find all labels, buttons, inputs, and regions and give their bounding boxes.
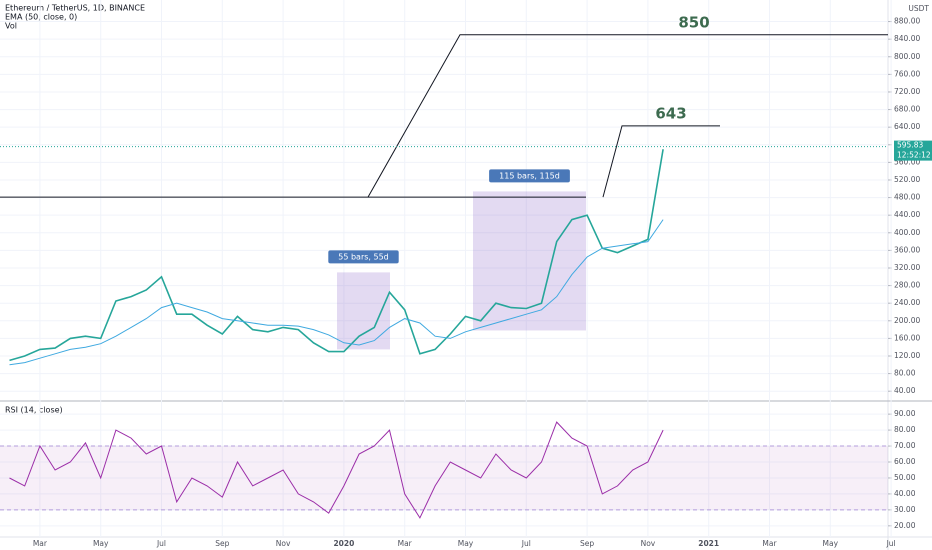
y-tick-label: 90.00: [894, 409, 916, 418]
price-tag-label: 595.83: [897, 141, 923, 150]
y-tick-label: 80.00: [894, 369, 916, 378]
indicator-label: EMA (50, close, 0): [5, 13, 77, 22]
y-tick-label: 70.00: [894, 441, 916, 450]
y-tick-label: 760.00: [894, 69, 920, 78]
y-tick-label: 60.00: [894, 457, 916, 466]
x-tick-label: Nov: [641, 539, 656, 548]
x-tick-label: Mar: [762, 539, 777, 548]
axis-unit: USDT: [908, 4, 929, 13]
y-tick-label: 560.00: [894, 157, 920, 166]
y-tick-label: 480.00: [894, 193, 920, 202]
x-tick-label: May: [823, 539, 839, 548]
target-label: 850: [678, 13, 709, 31]
series-line: [9, 421, 664, 519]
y-tick-label: 40.00: [894, 386, 916, 395]
rsi-band: [0, 446, 888, 510]
x-tick-label: May: [458, 539, 474, 548]
y-tick-label: 680.00: [894, 105, 920, 114]
range-label: 55 bars, 55d: [338, 252, 389, 261]
y-tick-label: 840.00: [894, 34, 920, 43]
x-tick-label: Jul: [521, 539, 531, 548]
y-tick-label: 800.00: [894, 52, 920, 61]
x-tick-label: Nov: [276, 539, 291, 548]
indicator-label: Vol: [5, 22, 17, 31]
y-tick-label: 520.00: [894, 175, 920, 184]
x-tick-label: Jul: [156, 539, 166, 548]
countdown: 12:52:12: [897, 151, 931, 160]
rsi-title: RSI (14, close): [5, 406, 63, 415]
y-tick-label: 360.00: [894, 245, 920, 254]
y-tick-label: 120.00: [894, 351, 920, 360]
x-tick-label: Jul: [886, 539, 896, 548]
series-line: [9, 149, 664, 362]
range-badge: [489, 169, 570, 183]
range-badge: [328, 250, 399, 264]
target-line: [367, 34, 888, 198]
y-tick-label: 440.00: [894, 210, 920, 219]
target-line: [602, 125, 720, 198]
y-tick-label: 720.00: [894, 87, 920, 96]
y-tick-label: 160.00: [894, 333, 920, 342]
y-tick-label: 240.00: [894, 298, 920, 307]
x-tick-label: 2021: [698, 539, 719, 548]
y-tick-label: 640.00: [894, 122, 920, 131]
y-tick-label: 280.00: [894, 281, 920, 290]
x-tick-label: Sep: [215, 539, 229, 548]
y-tick-label: 40.00: [894, 489, 916, 498]
x-tick-label: Sep: [580, 539, 594, 548]
x-tick-label: May: [93, 539, 109, 548]
target-label: 643: [655, 104, 686, 122]
y-tick-label: 20.00: [894, 521, 916, 530]
symbol-title: Ethereum / TetherUS, 1D, BINANCE: [5, 4, 145, 13]
y-tick-label: 320.00: [894, 263, 920, 272]
x-tick-label: Mar: [398, 539, 413, 548]
x-tick-label: Mar: [33, 539, 48, 548]
y-tick-label: 200.00: [894, 316, 920, 325]
y-tick-label: 880.00: [894, 17, 920, 26]
price-tag: [894, 140, 932, 161]
y-tick-label: 30.00: [894, 505, 916, 514]
series-line: [9, 219, 664, 366]
range-label: 115 bars, 115d: [499, 171, 560, 180]
x-tick-label: 2020: [333, 539, 354, 548]
y-tick-label: 400.00: [894, 228, 920, 237]
y-tick-label: 50.00: [894, 473, 916, 482]
y-tick-label: 80.00: [894, 425, 916, 434]
